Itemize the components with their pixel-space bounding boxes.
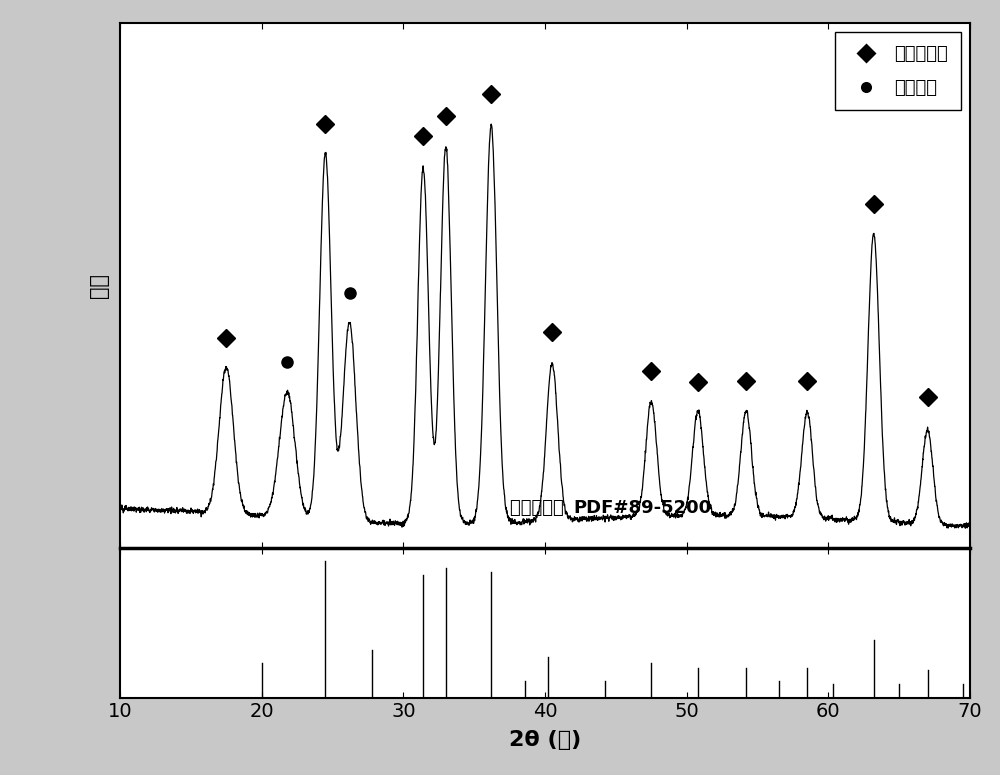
- X-axis label: 2θ (度): 2θ (度): [509, 730, 581, 749]
- Text: PDF#89-5200: PDF#89-5200: [573, 499, 711, 518]
- Text: 五氮化三遢: 五氮化三遢: [510, 499, 569, 518]
- Legend: 五氮化三遢, 二氧化硫: 五氮化三遢, 二氧化硫: [835, 33, 961, 110]
- Y-axis label: 强度: 强度: [89, 273, 109, 298]
